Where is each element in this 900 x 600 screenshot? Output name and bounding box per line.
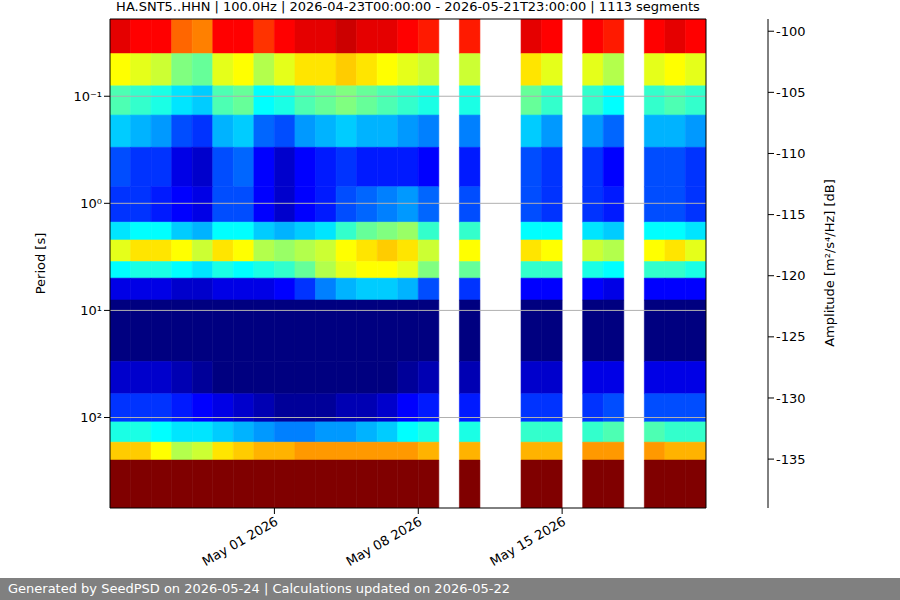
svg-text:-100: -100	[776, 24, 806, 39]
svg-text:-125: -125	[776, 329, 806, 344]
html-text:Generated by SeedPSD on 2026-0: Generated by SeedPSD on 2026-05-24 | Cal…	[8, 581, 510, 596]
svg-text:-115: -115	[776, 207, 806, 222]
svg-text:Amplitude [m²/s⁴/Hz] [dB]: Amplitude [m²/s⁴/Hz] [dB]	[822, 179, 837, 347]
svg-text:-110: -110	[776, 146, 806, 161]
svg-text:10⁻¹: 10⁻¹	[73, 89, 102, 104]
svg-text:-135: -135	[776, 452, 806, 467]
svg-text:May 08 2026: May 08 2026	[343, 514, 424, 569]
svg-text:May 01 2026: May 01 2026	[200, 514, 281, 569]
svg-text:-120: -120	[776, 268, 806, 283]
html-text:HA.SNT5..HHN | 100.0Hz | 2026-: HA.SNT5..HHN | 100.0Hz | 2026-04-23T00:0…	[116, 0, 700, 14]
svg-text:10⁰: 10⁰	[80, 196, 102, 211]
svg-text:10²: 10²	[80, 410, 102, 425]
svg-text:Period [s]: Period [s]	[33, 233, 48, 295]
svg-text:May 15 2026: May 15 2026	[487, 514, 568, 569]
svg-text:10¹: 10¹	[80, 303, 102, 318]
svg-text:-105: -105	[776, 85, 806, 100]
svg-text:-130: -130	[776, 391, 806, 406]
